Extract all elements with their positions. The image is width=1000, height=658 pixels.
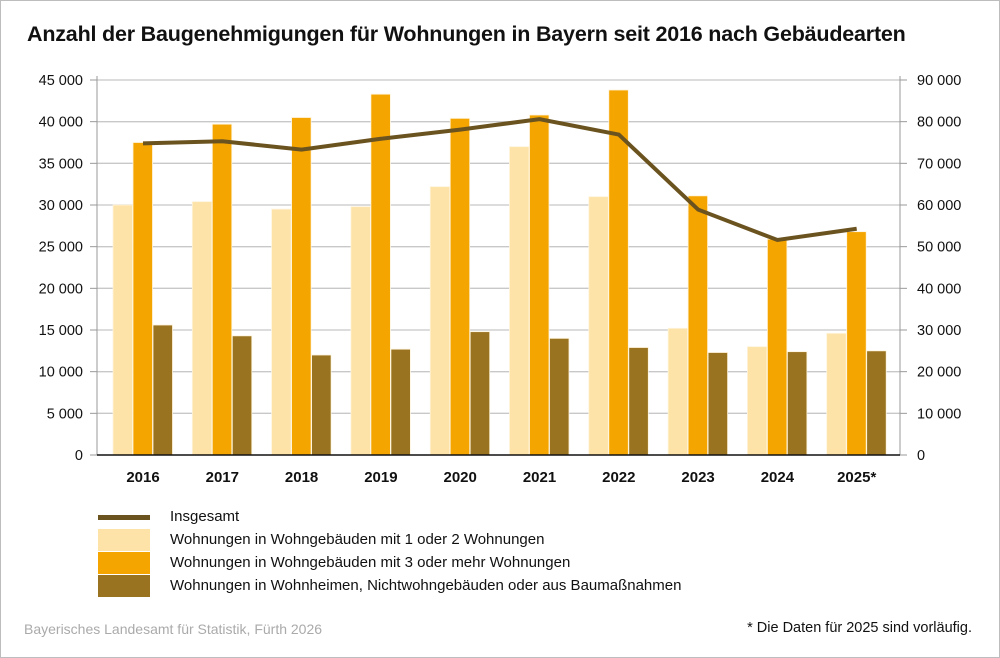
bar-2019 [390,348,411,456]
left-tick-label: 30 000 [39,198,83,214]
bar-2024 [747,346,768,456]
bar-2018 [291,117,312,456]
right-tick-label: 90 000 [917,73,961,89]
legend-item-wohnheime: Wohnungen in Wohnheimen, Nichtwohngebäud… [98,575,798,599]
chart-title: Anzahl der Baugenehmigungen für Wohnunge… [27,22,906,46]
bar-2017 [191,201,213,456]
legend-item-insgesamt: Insgesamt [98,506,798,530]
bar-2016 [132,142,153,456]
left-tick-label: 40 000 [39,115,83,131]
right-tick-label: 70 000 [917,156,961,172]
bar-2021 [529,114,550,456]
legend-item-1-2-wohnungen: Wohnungen in Wohngebäuden mit 1 oder 2 W… [98,529,798,553]
bar-2025* [826,332,847,456]
right-tick-label: 10 000 [917,406,961,422]
right-tick-label: 30 000 [917,323,961,339]
x-tick-label: 2023 [681,469,714,486]
bar-2025* [846,231,867,456]
legend-label: Wohnungen in Wohngebäuden mit 1 oder 2 W… [170,531,545,548]
x-tick-label: 2022 [602,469,635,486]
x-tick-label: 2019 [364,469,397,486]
x-tick-label: 2025* [837,469,876,486]
bar-2022 [628,347,649,456]
bar-2017 [231,335,253,456]
bar-2020 [469,331,491,456]
legend-swatch-light [98,529,150,551]
footnote: * Die Daten für 2025 sind vorläufig. [747,620,972,636]
bar-2024 [787,351,808,456]
right-tick-label: 20 000 [917,365,961,381]
legend-item-3-mehr-wohnungen: Wohnungen in Wohngebäuden mit 3 oder meh… [98,552,798,576]
legend-label: Wohnungen in Wohngebäuden mit 3 oder meh… [170,554,571,571]
bar-2023 [687,195,708,456]
left-tick-label: 45 000 [39,73,83,89]
x-tick-label: 2017 [206,469,239,486]
left-tick-label: 25 000 [39,240,83,256]
right-tick-label: 80 000 [917,115,961,131]
left-tick-label: 5 000 [47,406,83,422]
right-tick-label: 60 000 [917,198,961,214]
bar-2018 [271,208,292,456]
source-note: Bayerisches Landesamt für Statistik, Für… [24,621,323,637]
bar-2024 [767,238,788,456]
bar-2022 [588,196,609,456]
bar-2023 [707,352,728,456]
bar-2020 [429,186,451,456]
bar-2017 [211,123,233,456]
bar-2025* [866,350,887,456]
legend-swatch-line [98,515,150,520]
left-tick-label: 20 000 [39,281,83,297]
line-insgesamt [142,117,857,243]
left-tick-label: 10 000 [39,365,83,381]
left-tick-label: 15 000 [39,323,83,339]
left-tick-label: 0 [75,448,83,464]
legend-label: Insgesamt [170,508,240,525]
bar-2021 [509,146,530,456]
legend-swatch-orange [98,552,150,574]
x-tick-label: 2018 [285,469,318,486]
right-tick-label: 0 [917,448,925,464]
x-tick-label: 2021 [523,469,556,486]
right-tick-label: 40 000 [917,281,961,297]
bar-2016 [112,204,133,456]
x-tick-label: 2024 [761,469,795,486]
bar-2023 [667,327,688,456]
bar-2022 [608,89,629,456]
bar-2019 [350,206,371,456]
legend-swatch-dark [98,575,150,597]
bar-2021 [549,337,570,456]
left-tick-label: 35 000 [39,156,83,172]
x-tick-label: 2016 [126,469,159,486]
bar-2018 [311,354,332,456]
right-tick-label: 50 000 [917,240,961,256]
bar-2016 [152,324,173,456]
legend-label: Wohnungen in Wohnheimen, Nichtwohngebäud… [170,577,682,594]
x-tick-label: 2020 [444,469,477,486]
bar-2020 [449,117,471,456]
bar-2019 [370,93,391,456]
